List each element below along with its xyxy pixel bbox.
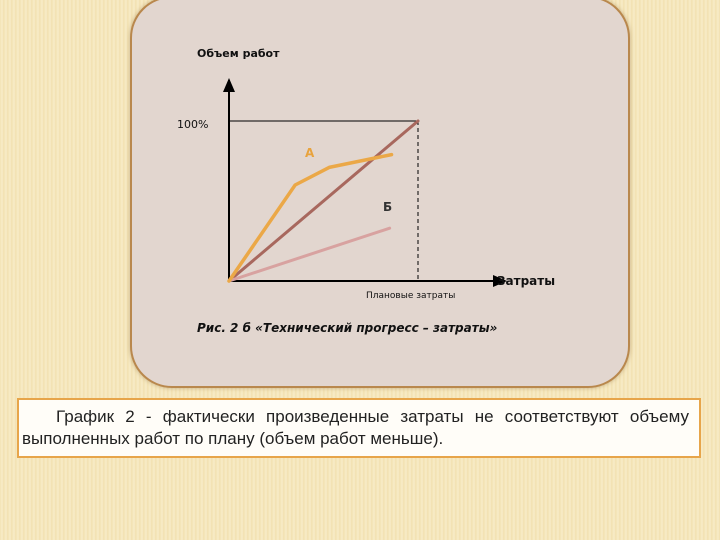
series-line-А xyxy=(227,152,394,283)
y-tick-100: 100% xyxy=(177,118,209,131)
series-label-a: А xyxy=(305,146,315,160)
series-line-plan xyxy=(227,119,420,283)
chart xyxy=(223,78,507,287)
series-line-Б xyxy=(227,226,392,283)
plan-cost-label: Плановые затраты xyxy=(366,291,456,301)
figure-caption: Рис. 2 б «Технический прогресс – затраты… xyxy=(197,321,498,335)
x-axis-label: Затраты xyxy=(497,274,556,288)
description-text-box: График 2 - фактически произведенные затр… xyxy=(17,398,701,458)
series-label-b: Б xyxy=(383,200,393,214)
slide-frame xyxy=(130,0,630,388)
y-axis-label: Объем работ xyxy=(197,47,280,60)
